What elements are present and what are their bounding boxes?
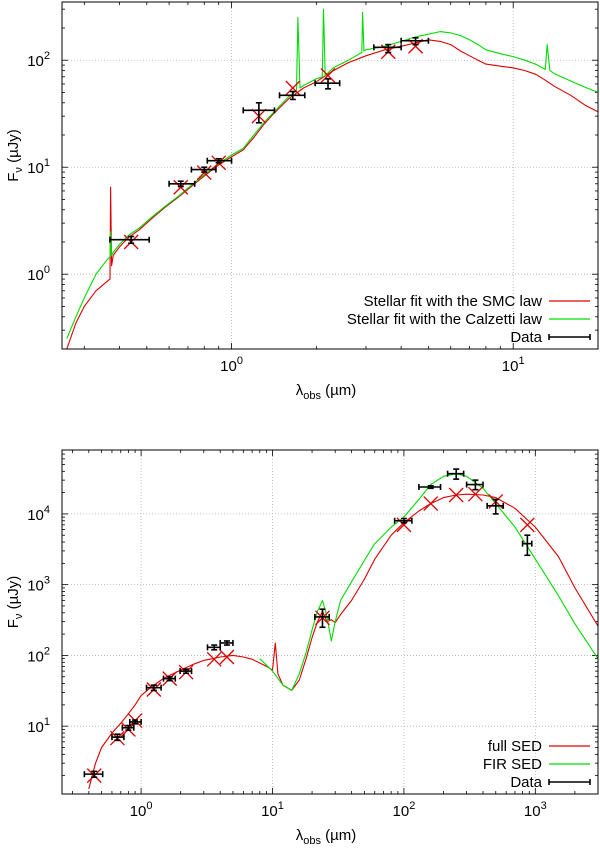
data-point [446,468,465,480]
model-mark [285,80,301,96]
model-mark [408,38,424,54]
grid [62,450,598,794]
legend-label: Stellar fit with the SMC law [364,293,543,310]
model-mark [320,68,336,83]
series-line-green [66,8,598,339]
y-tick-label: 101 [27,157,50,177]
x-axis-label: λobs (µm) [296,827,357,847]
y-tick-label: 104 [27,504,50,524]
data-point [162,675,177,682]
data-point [521,534,533,557]
data-point [179,668,193,675]
y-tick-label: 101 [27,716,50,736]
legend-label: full SED [488,738,542,755]
data-point [278,90,306,101]
data-point [145,684,162,692]
legend-label: Data [510,774,542,791]
y-tick-label: 100 [27,264,50,284]
x-tick-label: 100 [130,800,153,820]
data-point [314,78,341,90]
data-point [206,157,233,164]
data-point [400,36,430,46]
y-tick-label: 102 [27,645,50,665]
legend-label: FIR SED [483,756,542,773]
series-line-red [66,39,598,349]
model-mark [519,517,535,533]
data-point [393,517,413,524]
data-point [190,166,217,173]
legend-label: Data [510,329,542,346]
y-tick-label: 103 [27,575,50,595]
x-tick-label: 103 [524,800,547,820]
data-point [418,483,442,490]
top-panel-stellar-fit: 100 101 100 101 102 λobs (µm) Fν (µJy) Stellar … [5,1,599,402]
legend-swatch [548,779,591,785]
x-tick-label: 101 [502,355,525,375]
model-mark [467,486,483,502]
data-point [206,644,222,651]
legend-label: Stellar fit with the Calzetti law [347,311,542,328]
y-tick-label: 102 [27,50,50,70]
model-mark [206,651,222,667]
plot-frame [61,1,599,350]
data-point [242,101,276,124]
data-point [168,180,196,188]
x-tick-label: 102 [393,800,416,820]
data-point [219,639,234,646]
data-point [128,718,142,725]
bottom-panel-full-sed: 100 101 102 103 101 102 103 104 λobs (µm) Fν (µJy… [5,449,599,847]
x-tick-label: 100 [220,355,243,375]
data-point [111,733,125,742]
y-axis-label: Fν (µJy) [5,129,25,181]
plot-frame [61,449,599,795]
model-mark [219,649,235,665]
legend-swatch [548,334,591,340]
model-mark [423,496,439,512]
data-point [121,724,135,731]
data-point [83,770,104,779]
series-line-red [88,493,598,790]
grid [62,2,598,349]
series-line-green [259,473,598,691]
x-tick-label: 101 [261,800,284,820]
data-point [314,608,330,629]
data-point [373,43,402,54]
data-point [109,235,151,244]
data-point [465,479,484,491]
plot-area [66,8,598,349]
plot-area [83,468,598,790]
model-mark [448,487,464,503]
x-axis-label: λobs (µm) [296,382,357,402]
y-axis-label: Fν (µJy) [5,576,25,628]
data-point [486,498,505,515]
